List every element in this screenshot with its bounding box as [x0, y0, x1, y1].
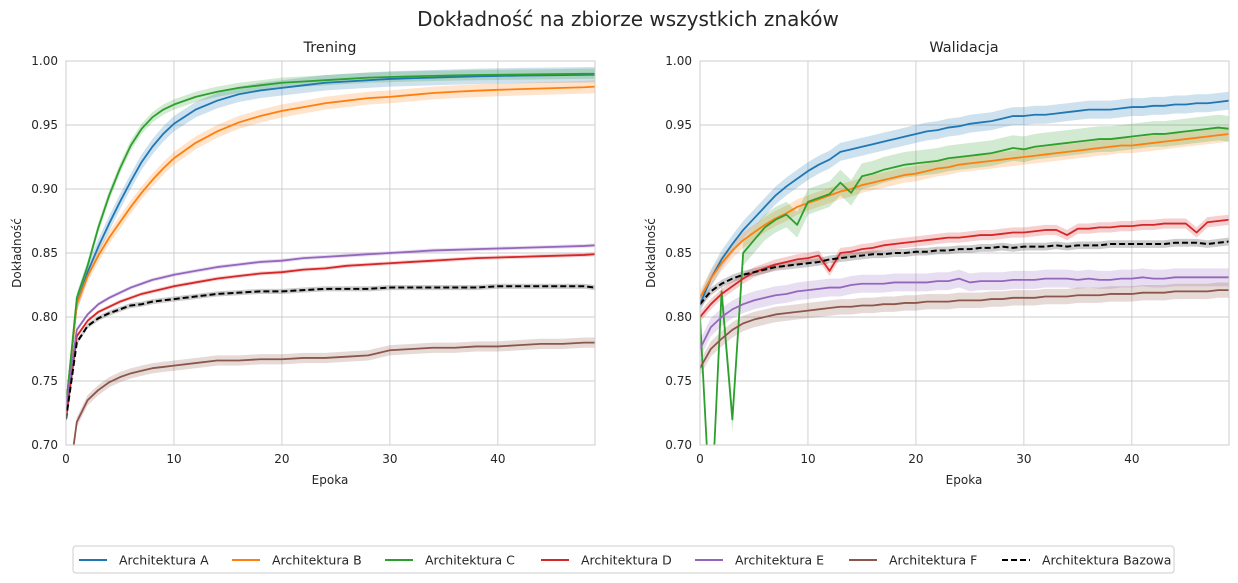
y-tick-label: 0.80	[665, 310, 692, 324]
y-tick-label: 0.75	[665, 374, 692, 388]
x-tick-label: 40	[1124, 452, 1139, 466]
x-tick-label: 10	[166, 452, 181, 466]
plot-frame-validation	[699, 60, 1230, 446]
bands-train	[66, 67, 595, 445]
legend-label: Architektura F	[889, 553, 977, 568]
x-tick-label: 0	[62, 452, 70, 466]
series-line-architektura-bazowa	[66, 285, 595, 420]
band-architektura-c	[700, 114, 1229, 445]
series-line-architektura-c	[700, 126, 1229, 445]
legend: Architektura A Architektura B Architektura…	[72, 545, 1175, 574]
band-architektura-d	[66, 252, 595, 422]
series-line-architektura-b	[700, 133, 1229, 299]
panel-train: Trening Epoka Dokładność 0 10 20 30 40 0.70 0.…	[10, 40, 596, 487]
x-tick-label: 30	[1016, 452, 1031, 466]
x-tick-label: 20	[908, 452, 923, 466]
legend-label: Architektura A	[119, 553, 209, 568]
y-tick-label: 0.80	[31, 310, 58, 324]
legend-item-architektura-e: Architektura E	[695, 553, 824, 568]
series-line-architektura-d	[66, 253, 595, 420]
series-line-architektura-bazowa	[700, 240, 1229, 305]
band-architektura-bazowa	[700, 237, 1229, 309]
y-axis-label-train: Dokładność	[10, 218, 24, 288]
y-tick-label: 1.00	[665, 54, 692, 68]
series-line-architektura-a	[66, 73, 595, 407]
ticks-train: 0 10 20 30 40 0.70 0.75 0.80 0.85 0.90 0.95 1.00	[31, 54, 505, 466]
ticks-validation: 0 10 20 30 40 0.70 0.75 0.80 0.85 0.90 0.95 1.00	[665, 54, 1139, 466]
figure-title: Dokładność na zbiorze wszystkich znaków	[417, 7, 839, 31]
plot-frame-train	[65, 60, 596, 446]
grid-train	[65, 60, 595, 446]
y-tick-label: 0.90	[31, 182, 58, 196]
series-line-architektura-d	[700, 218, 1229, 318]
legend-item-architektura-bazowa: Architektura Bazowa	[1002, 553, 1171, 568]
x-tick-label: 40	[490, 452, 505, 466]
legend-item-architektura-a: Architektura A	[79, 553, 209, 568]
legend-label: Architektura Bazowa	[1042, 553, 1171, 568]
x-tick-label: 0	[696, 452, 704, 466]
x-tick-label: 10	[800, 452, 815, 466]
x-axis-label-train: Epoka	[312, 473, 349, 487]
panel-title-train: Trening	[303, 40, 357, 56]
legend-item-architektura-c: Architektura C	[385, 553, 515, 568]
series-line-architektura-e	[700, 276, 1229, 350]
series-line-architektura-a	[700, 99, 1229, 305]
x-tick-label: 30	[382, 452, 397, 466]
legend-label: Architektura B	[272, 553, 362, 568]
y-tick-label: 1.00	[31, 54, 58, 68]
series-line-architektura-c	[66, 72, 595, 407]
series-line-architektura-f	[700, 289, 1229, 369]
series-line-architektura-b	[66, 85, 595, 407]
legend-item-architektura-f: Architektura F	[849, 553, 977, 568]
series-line-architektura-f	[72, 341, 595, 445]
y-tick-label: 0.75	[31, 374, 58, 388]
series-line-architektura-e	[66, 244, 595, 407]
legend-label: Architektura D	[581, 553, 672, 568]
lines-validation	[700, 99, 1229, 445]
x-tick-label: 20	[274, 452, 289, 466]
legend-item-architektura-b: Architektura B	[232, 553, 362, 568]
y-tick-label: 0.85	[665, 246, 692, 260]
y-tick-label: 0.95	[31, 118, 58, 132]
band-architektura-f	[73, 337, 595, 445]
y-tick-label: 0.70	[665, 438, 692, 452]
legend-label: Architektura E	[735, 553, 824, 568]
y-tick-label: 0.70	[31, 438, 58, 452]
band-architektura-e	[700, 268, 1229, 358]
y-tick-label: 0.90	[665, 182, 692, 196]
panel-title-validation: Walidacja	[929, 40, 998, 56]
y-axis-label-validation: Dokładność	[644, 218, 658, 288]
band-architektura-b	[700, 126, 1229, 306]
legend-label: Architektura C	[425, 553, 515, 568]
y-tick-label: 0.85	[31, 246, 58, 260]
legend-item-architektura-d: Architektura D	[541, 553, 672, 568]
y-tick-label: 0.95	[665, 118, 692, 132]
legend-frame	[72, 545, 1175, 574]
x-axis-label-validation: Epoka	[946, 473, 983, 487]
lines-train	[66, 72, 595, 445]
panel-validation: Walidacja Epoka Dokładność 0 10 20 30 40 0.70…	[644, 40, 1230, 487]
band-architektura-f	[700, 282, 1229, 376]
